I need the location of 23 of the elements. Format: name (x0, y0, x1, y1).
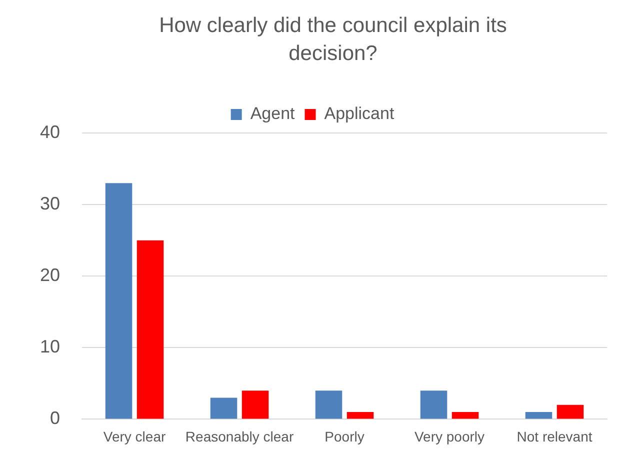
bar (525, 412, 552, 419)
bar (315, 390, 342, 419)
y-tick-label: 20 (40, 265, 60, 286)
bar (105, 183, 132, 419)
x-tick-label: Not relevant (516, 428, 592, 444)
y-tick-label: 0 (50, 408, 60, 428)
y-tick-label: 40 (40, 122, 60, 142)
bar (346, 412, 374, 419)
chart-title: How clearly did the council explain its decision? (158, 13, 508, 67)
bar (556, 404, 584, 419)
x-tick-label: Reasonably clear (185, 428, 294, 444)
x-tick-label: Very clear (103, 428, 166, 444)
y-tick-label: 10 (40, 336, 60, 357)
legend-label: Applicant (324, 104, 394, 124)
bar (420, 390, 448, 419)
bar (452, 412, 479, 419)
x-tick-label: Very poorly (414, 428, 485, 444)
legend-label: Agent (250, 104, 296, 124)
bar (136, 240, 164, 419)
bar (210, 398, 238, 419)
bar (242, 390, 269, 419)
y-tick-label: 30 (40, 194, 60, 214)
x-tick-label: Poorly (324, 428, 364, 444)
